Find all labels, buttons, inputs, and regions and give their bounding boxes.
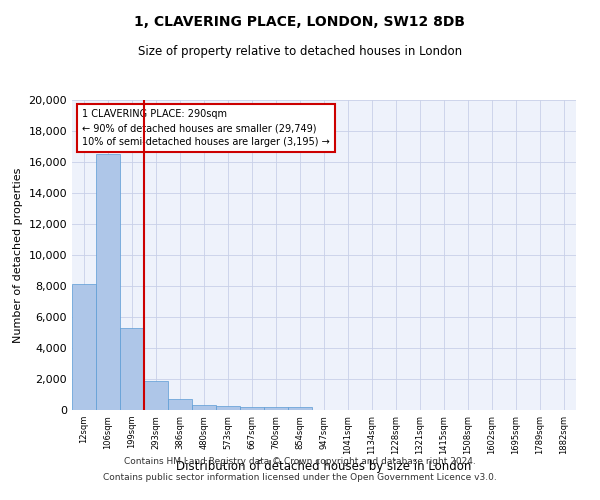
Bar [192, 404, 216, 410]
Text: Contains HM Land Registry data © Crown copyright and database right 2024.: Contains HM Land Registry data © Crown c… [124, 458, 476, 466]
Y-axis label: Number of detached properties: Number of detached properties [13, 168, 23, 342]
Bar [144, 382, 168, 410]
Bar [96, 154, 120, 410]
Text: Size of property relative to detached houses in London: Size of property relative to detached ho… [138, 45, 462, 58]
X-axis label: Distribution of detached houses by size in London: Distribution of detached houses by size … [176, 460, 472, 472]
Bar [168, 399, 192, 410]
Text: Contains public sector information licensed under the Open Government Licence v3: Contains public sector information licen… [103, 472, 497, 482]
Text: 1 CLAVERING PLACE: 290sqm
← 90% of detached houses are smaller (29,749)
10% of s: 1 CLAVERING PLACE: 290sqm ← 90% of detac… [82, 110, 330, 148]
Bar [288, 408, 312, 410]
Bar [72, 284, 96, 410]
Bar [120, 328, 144, 410]
Bar [216, 406, 240, 410]
Bar [264, 407, 288, 410]
Bar [240, 406, 264, 410]
Text: 1, CLAVERING PLACE, LONDON, SW12 8DB: 1, CLAVERING PLACE, LONDON, SW12 8DB [134, 15, 466, 29]
